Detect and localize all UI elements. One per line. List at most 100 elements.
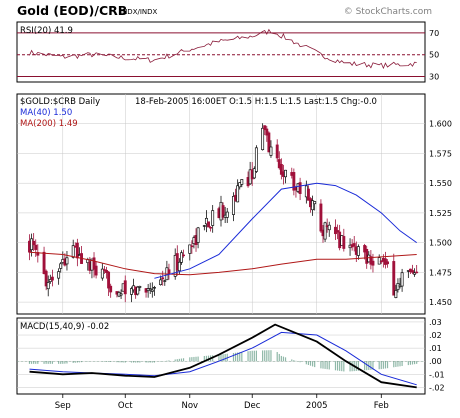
candle-body bbox=[202, 225, 206, 227]
price-candle bbox=[161, 270, 165, 286]
price-candle bbox=[34, 239, 38, 257]
price-candle bbox=[32, 233, 36, 252]
candle-body bbox=[123, 280, 127, 295]
price-candle bbox=[392, 253, 396, 296]
price-candle bbox=[313, 200, 317, 211]
price-candle bbox=[102, 265, 106, 274]
candle-body bbox=[311, 200, 315, 211]
candle-body bbox=[109, 285, 113, 293]
candle-body bbox=[65, 257, 69, 265]
price-candle bbox=[369, 250, 373, 270]
price-tick-label: 1.575 bbox=[429, 149, 452, 158]
price-candle bbox=[119, 289, 123, 300]
candle-body bbox=[211, 210, 215, 226]
price-tick-label: 1.550 bbox=[429, 179, 452, 188]
price-candle bbox=[323, 221, 327, 243]
price-candle bbox=[386, 259, 389, 268]
candle-body bbox=[50, 276, 54, 281]
candle-body bbox=[400, 272, 404, 287]
candle-body bbox=[196, 227, 200, 243]
candle-body bbox=[363, 245, 367, 253]
candle-body bbox=[306, 188, 310, 201]
candle-body bbox=[284, 169, 287, 178]
price-candle bbox=[342, 228, 346, 252]
candle-body bbox=[179, 252, 183, 263]
x-tick-label: Oct bbox=[118, 401, 133, 411]
price-candle bbox=[232, 192, 235, 222]
price-candle bbox=[336, 224, 340, 240]
chart-title: Gold (EOD)/CRB bbox=[17, 3, 127, 18]
candle-body bbox=[32, 240, 36, 246]
x-tick-label: 2005 bbox=[306, 401, 328, 411]
price-candle bbox=[204, 210, 208, 233]
chart-subtitle: INDX/INDX bbox=[120, 8, 158, 16]
rsi-tick-label: 50 bbox=[429, 51, 439, 60]
candle-body bbox=[356, 246, 360, 256]
candle-body bbox=[42, 251, 46, 274]
candle-body bbox=[263, 125, 267, 131]
price-candle bbox=[298, 177, 302, 201]
price-candle bbox=[279, 158, 283, 180]
macd-tick-label: .01 bbox=[429, 344, 442, 353]
candle-body bbox=[130, 288, 133, 295]
price-candle bbox=[59, 262, 63, 273]
candle-body bbox=[100, 268, 104, 279]
price-tick-label: 1.475 bbox=[429, 268, 452, 277]
macd-line bbox=[29, 323, 417, 389]
price-candle bbox=[275, 139, 279, 162]
candle-body bbox=[392, 261, 396, 296]
price-candle bbox=[130, 286, 133, 303]
x-axis: Sep Oct Nov Dec 2005 Feb bbox=[55, 394, 389, 411]
candle-body bbox=[292, 172, 296, 191]
price-candle bbox=[371, 253, 375, 273]
price-candle bbox=[202, 224, 206, 231]
ma40-line bbox=[154, 182, 417, 279]
candle-body bbox=[275, 144, 279, 159]
candle-body bbox=[148, 288, 152, 291]
price-candle bbox=[188, 244, 192, 261]
price-candle bbox=[42, 246, 46, 275]
rsi-line bbox=[29, 28, 417, 70]
macd-label: MACD(15,40,9) -0.02 bbox=[20, 322, 109, 332]
rsi-tick-label: 70 bbox=[429, 29, 439, 38]
price-candle bbox=[261, 123, 265, 151]
candle-body bbox=[269, 146, 273, 156]
credit-label: © StockCharts.com bbox=[344, 7, 432, 17]
candle-body bbox=[265, 128, 269, 136]
candle-body bbox=[71, 245, 75, 258]
price-candle bbox=[44, 269, 48, 291]
price-candle bbox=[46, 275, 50, 297]
candle-body bbox=[167, 269, 171, 275]
candle-body bbox=[105, 270, 108, 273]
rsi-panel bbox=[16, 21, 426, 83]
price-candle bbox=[159, 275, 163, 286]
candle-body bbox=[225, 211, 229, 218]
candle-body bbox=[415, 271, 419, 274]
ohlc-label: 18-Feb-2005 16:00ET O:1.5 H:1.5 L:1.5 La… bbox=[135, 97, 377, 107]
ma200-label: MA(200) 1.49 bbox=[20, 119, 78, 129]
candle-body bbox=[107, 271, 111, 289]
macd-plot: .03 .02 .01 .00 -.01 -.02 bbox=[17, 318, 445, 392]
candle-body bbox=[298, 182, 302, 194]
price-candle bbox=[148, 282, 152, 295]
candle-body bbox=[261, 127, 265, 151]
price-candle bbox=[190, 240, 194, 254]
price-candle bbox=[400, 268, 404, 292]
candle-body bbox=[313, 201, 317, 205]
price-candle bbox=[138, 285, 142, 292]
price-candle bbox=[265, 125, 269, 142]
price-candle bbox=[179, 250, 183, 265]
rsi-label: RSI(20) 41.9 bbox=[20, 26, 73, 36]
price-plot: 1.600 1.575 1.550 1.525 1.500 1.475 1.450 bbox=[17, 94, 452, 314]
candle-body bbox=[119, 293, 123, 296]
price-candle bbox=[415, 264, 419, 274]
x-tick-label: Sep bbox=[55, 401, 71, 411]
x-tick-label: Feb bbox=[374, 401, 389, 411]
price-tick-label: 1.600 bbox=[429, 120, 452, 129]
price-candle bbox=[175, 245, 179, 276]
price-candle bbox=[105, 266, 108, 279]
price-candle bbox=[284, 169, 287, 184]
candle-body bbox=[252, 168, 256, 179]
price-candle bbox=[107, 271, 111, 296]
